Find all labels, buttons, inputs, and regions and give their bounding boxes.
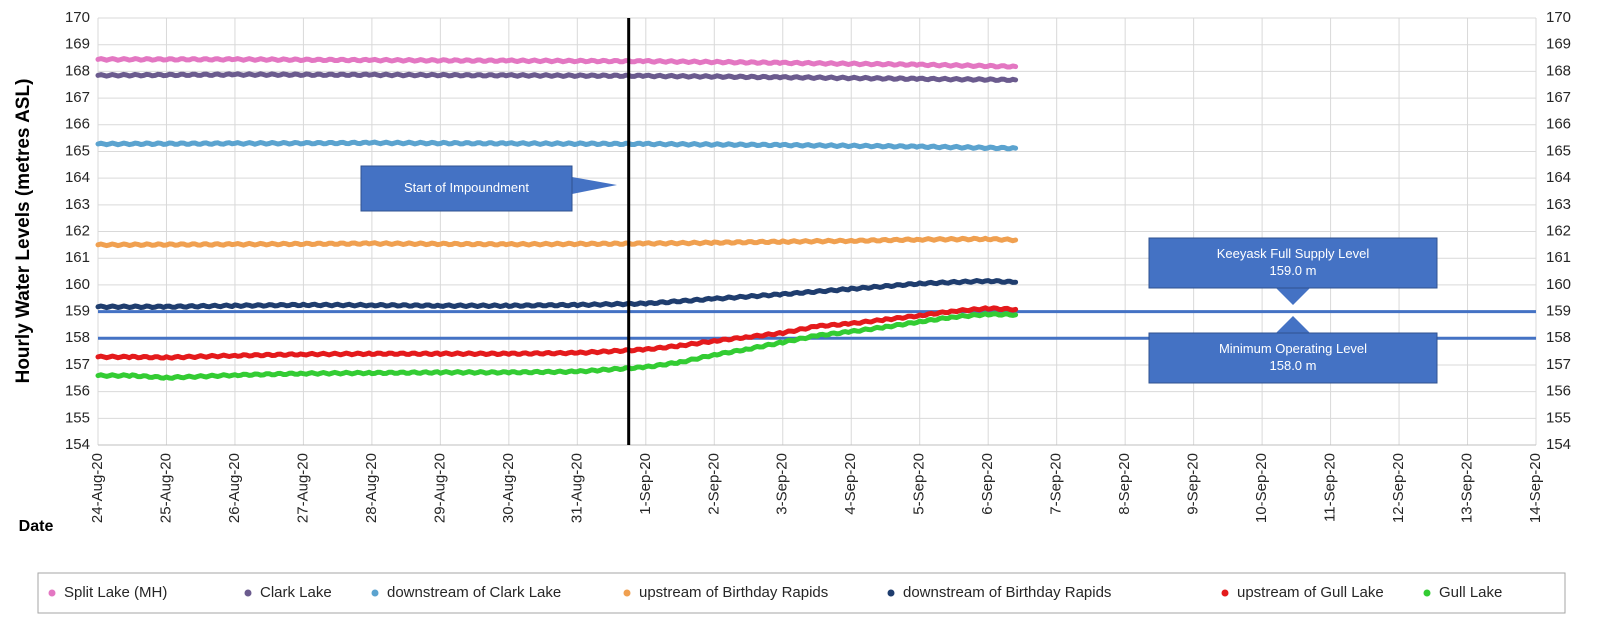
callout-box [1148, 332, 1438, 384]
x-tick-label: 8-Sep-20 [1116, 453, 1133, 515]
callout-label: 158.0 m [1270, 358, 1317, 373]
x-tick-label: 26-Aug-20 [226, 453, 243, 523]
legend-marker [1423, 589, 1431, 597]
right-y-axis: 154 155 156 157 158 159 160 161 162 163 164 165 166 1… [1546, 9, 1571, 453]
legend-marker [371, 589, 379, 597]
y-tick-label-right: 165 [1546, 142, 1571, 159]
legend-label: upstream of Gull Lake [1237, 584, 1384, 601]
x-tick-label: 31-Aug-20 [568, 453, 585, 523]
y-tick-label-left: 159 [65, 303, 90, 320]
y-tick-label-right: 166 [1546, 116, 1571, 133]
y-tick-label-right: 154 [1546, 436, 1571, 453]
legend-box [37, 572, 1566, 614]
y-tick-label-left: 170 [65, 9, 90, 26]
y-tick-label-left: 163 [65, 196, 90, 213]
series-group [95, 56, 1019, 381]
x-axis-title: Date [19, 518, 54, 535]
legend-marker [48, 589, 56, 597]
x-tick-label: 25-Aug-20 [157, 453, 174, 523]
y-tick-label-right: 168 [1546, 62, 1571, 79]
x-axis: 24-Aug-20 25-Aug-20 26-Aug-20 27-Aug-20 28-A… [89, 453, 1544, 523]
series-line [95, 139, 1019, 152]
y-tick-label-left: 164 [65, 169, 90, 186]
callout-label: Start of Impoundment [404, 180, 529, 195]
y-tick-label-right: 170 [1546, 9, 1571, 26]
y-tick-label-right: 167 [1546, 89, 1571, 106]
legend: Split Lake (MH) Clark Lake downstream of C… [37, 572, 1566, 614]
x-tick-label: 27-Aug-20 [294, 453, 311, 523]
callout-pointer [1276, 316, 1310, 333]
legend-marker [1221, 589, 1229, 597]
x-tick-label: 29-Aug-20 [431, 453, 448, 523]
y-tick-label-right: 162 [1546, 222, 1571, 239]
x-tick-label: 4-Sep-20 [842, 453, 859, 515]
left-y-axis: 154 155 156 157 158 159 160 161 162 163 164 165 166 1… [65, 9, 90, 453]
callout-box [360, 165, 573, 212]
series-line [95, 71, 1019, 83]
x-tick-label: 28-Aug-20 [363, 453, 380, 523]
x-tick-label: 1-Sep-20 [637, 453, 654, 515]
callout-box [1148, 237, 1438, 289]
y-axis-title: Hourly Water Levels (metres ASL) [13, 79, 34, 384]
y-tick-label-left: 165 [65, 142, 90, 159]
legend-marker [623, 589, 631, 597]
callout-pointer [1276, 288, 1310, 305]
y-tick-label-left: 162 [65, 222, 90, 239]
series-line [95, 311, 1019, 381]
series-line [95, 235, 1019, 249]
y-tick-label-left: 156 [65, 383, 90, 400]
y-tick-label-right: 157 [1546, 356, 1571, 373]
y-tick-label-left: 154 [65, 436, 90, 453]
legend-marker [244, 589, 252, 597]
x-tick-label: 12-Sep-20 [1390, 453, 1407, 523]
legend-label: downstream of Clark Lake [387, 584, 561, 601]
y-tick-label-right: 155 [1546, 409, 1571, 426]
y-tick-label-right: 156 [1546, 383, 1571, 400]
x-tick-label: 24-Aug-20 [89, 453, 106, 523]
y-tick-label-right: 163 [1546, 196, 1571, 213]
y-tick-label-left: 161 [65, 249, 90, 266]
x-tick-label: 14-Sep-20 [1527, 453, 1544, 523]
series-line [95, 278, 1019, 311]
callout-label: Keeyask Full Supply Level [1217, 246, 1370, 261]
y-tick-label-right: 159 [1546, 303, 1571, 320]
callouts: Start of Impoundment Keeyask Full Supply … [360, 165, 1438, 384]
callout-label: 159.0 m [1270, 263, 1317, 278]
x-tick-label: 2-Sep-20 [705, 453, 722, 515]
x-tick-label: 11-Sep-20 [1322, 453, 1339, 522]
callout-label: Minimum Operating Level [1219, 341, 1367, 356]
y-tick-label-left: 169 [65, 36, 90, 53]
series-line [95, 305, 1019, 361]
y-tick-label-left: 157 [65, 356, 90, 373]
x-tick-label: 3-Sep-20 [774, 453, 791, 515]
x-tick-label: 7-Sep-20 [1048, 453, 1065, 515]
legend-label: downstream of Birthday Rapids [903, 584, 1111, 601]
series-line [95, 56, 1019, 70]
y-tick-label-right: 160 [1546, 276, 1571, 293]
y-tick-label-left: 167 [65, 89, 90, 106]
legend-label: upstream of Birthday Rapids [639, 584, 828, 601]
y-tick-label-left: 158 [65, 329, 90, 346]
x-tick-label: 13-Sep-20 [1458, 453, 1475, 523]
x-tick-label: 10-Sep-20 [1253, 453, 1270, 523]
y-tick-label-left: 168 [65, 62, 90, 79]
legend-marker [887, 589, 895, 597]
legend-label: Clark Lake [260, 584, 332, 601]
y-tick-label-left: 166 [65, 116, 90, 133]
y-tick-label-right: 161 [1546, 249, 1571, 266]
y-tick-label-right: 164 [1546, 169, 1571, 186]
x-tick-label: 6-Sep-20 [979, 453, 996, 515]
x-tick-label: 30-Aug-20 [500, 453, 517, 523]
callout-pointer [572, 177, 617, 194]
legend-label: Split Lake (MH) [64, 584, 167, 601]
y-tick-label-right: 158 [1546, 329, 1571, 346]
x-tick-label: 5-Sep-20 [911, 453, 928, 515]
y-tick-label-right: 169 [1546, 36, 1571, 53]
y-tick-label-left: 155 [65, 409, 90, 426]
x-tick-label: 9-Sep-20 [1185, 453, 1202, 515]
legend-label: Gull Lake [1439, 584, 1502, 601]
y-tick-label-left: 160 [65, 276, 90, 293]
